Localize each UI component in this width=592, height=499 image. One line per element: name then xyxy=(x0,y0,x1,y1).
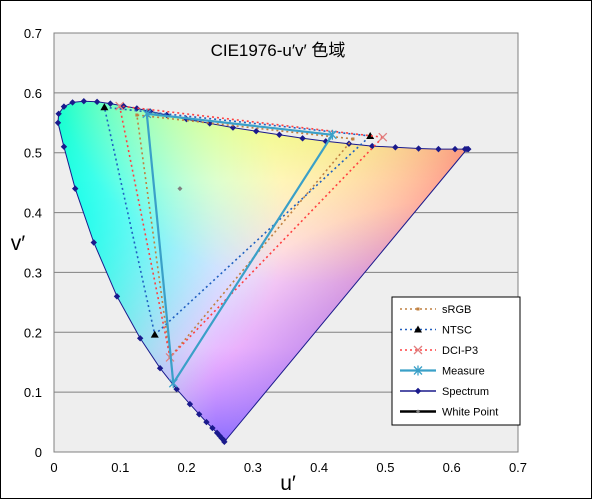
legend-label: NTSC xyxy=(442,325,472,337)
data-point xyxy=(378,132,388,142)
data-point xyxy=(351,137,355,141)
legend-marker xyxy=(416,307,420,311)
white-point-marker xyxy=(177,186,183,192)
data-point xyxy=(203,418,210,426)
plot-border xyxy=(53,32,519,453)
data-point xyxy=(93,98,101,106)
series-spectrum xyxy=(54,98,472,446)
data-point xyxy=(209,424,216,432)
x-axis-title: u′ xyxy=(280,472,296,495)
data-point xyxy=(100,103,109,111)
x-tick-label: 0.7 xyxy=(509,460,527,475)
data-point xyxy=(69,99,76,106)
legend-label: Spectrum xyxy=(442,386,489,398)
data-point xyxy=(136,335,144,342)
y-tick-label: 0.3 xyxy=(24,265,42,280)
series-line xyxy=(103,106,371,337)
data-point xyxy=(276,131,283,138)
data-point xyxy=(299,135,306,142)
series-ntsc xyxy=(100,103,375,338)
data-point xyxy=(322,138,329,145)
y-tick-label: 0.6 xyxy=(24,86,42,101)
x-tick-label: 0 xyxy=(50,460,57,475)
series-line xyxy=(145,112,334,387)
data-point xyxy=(156,365,164,372)
y-axis-title: v′ xyxy=(11,232,26,255)
data-point xyxy=(186,400,194,408)
legend-item-dci-p3: DCI-P3 xyxy=(400,345,478,357)
legend-label: sRGB xyxy=(442,304,471,316)
data-point xyxy=(113,293,121,300)
x-tick-label: 0.2 xyxy=(178,460,196,475)
data-point xyxy=(142,108,152,119)
legend-item-spectrum: Spectrum xyxy=(400,386,489,398)
y-tick-label: 0.4 xyxy=(24,206,42,221)
legend-box xyxy=(391,296,521,426)
data-point xyxy=(392,144,399,151)
data-point xyxy=(80,98,88,105)
legend: sRGB NTSC DCI-P3 Measure Spectrum White Point xyxy=(391,296,521,426)
data-point xyxy=(168,378,178,389)
data-point xyxy=(415,145,422,152)
y-tick-label: 0 xyxy=(35,445,42,460)
data-point xyxy=(173,385,180,393)
legend-marker xyxy=(413,365,423,376)
data-point xyxy=(150,330,159,338)
x-tick-label: 0.5 xyxy=(376,460,394,475)
series-layer xyxy=(54,98,472,446)
data-point xyxy=(195,411,203,418)
tick-labels: 0 0.1 0.2 0.3 0.4 0.5 0.6 0.7 0 0.1 0.2 0.3 0.4 0.5 0.… xyxy=(24,26,527,475)
x-tick-label: 0.4 xyxy=(310,460,328,475)
legend-label: DCI-P3 xyxy=(442,345,478,357)
data-point xyxy=(54,119,62,126)
y-tick-label: 0.5 xyxy=(24,146,42,161)
data-point xyxy=(252,127,260,135)
data-point xyxy=(463,145,471,153)
legend-item-measure: Measure xyxy=(400,365,485,378)
legend-label: White Point xyxy=(442,407,498,419)
data-point xyxy=(60,103,68,110)
legend-marker xyxy=(413,345,423,355)
y-tick-label: 0.2 xyxy=(24,325,42,340)
data-point xyxy=(107,100,114,107)
legend-marker xyxy=(414,387,422,395)
y-tick-label: 0.7 xyxy=(24,26,42,41)
data-point xyxy=(368,142,376,150)
data-point xyxy=(115,101,125,111)
data-point xyxy=(451,145,459,153)
y-tick-label: 0.1 xyxy=(24,385,42,400)
data-point xyxy=(72,185,79,192)
data-point xyxy=(133,105,141,112)
data-point xyxy=(60,143,68,150)
purple-line xyxy=(223,148,468,443)
data-point xyxy=(55,110,62,118)
series-dci-p3 xyxy=(115,101,388,362)
chart-title: CIE1976-u′v′ 色域 xyxy=(211,41,346,60)
data-point xyxy=(213,429,221,437)
data-point xyxy=(135,113,139,117)
x-tick-label: 0.1 xyxy=(111,460,129,475)
legend-item-white-point: White Point xyxy=(400,407,498,419)
legend-item-ntsc: NTSC xyxy=(400,325,472,337)
series-measure xyxy=(142,108,337,389)
legend-marker xyxy=(414,325,422,333)
data-point xyxy=(366,131,375,139)
data-point xyxy=(90,239,97,246)
legend-label: Measure xyxy=(442,366,485,378)
x-tick-label: 0.3 xyxy=(244,460,262,475)
data-point xyxy=(229,124,237,131)
x-tick-label: 0.6 xyxy=(443,460,461,475)
data-point xyxy=(327,129,337,140)
data-point xyxy=(435,145,442,153)
legend-item-srgb: sRGB xyxy=(400,304,471,316)
